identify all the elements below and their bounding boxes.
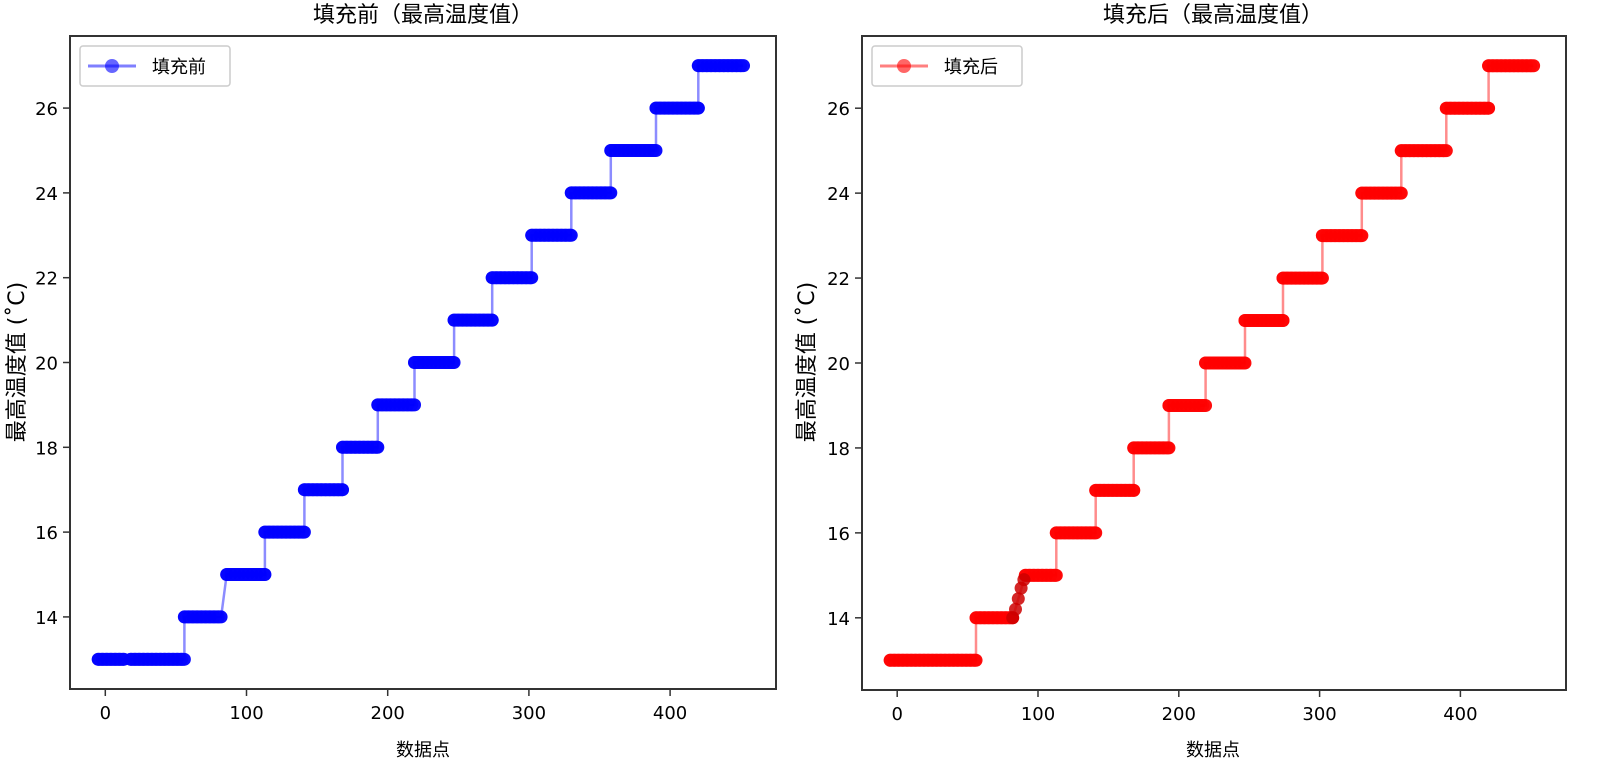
data-point <box>1237 356 1251 370</box>
x-tick-label: 100 <box>1021 704 1055 725</box>
data-point <box>1524 59 1538 73</box>
filled-data-point <box>1009 602 1022 616</box>
x-tick-label: 0 <box>891 704 902 725</box>
legend-marker <box>897 59 911 73</box>
y-axis-label: 最高温度值 (˚C) <box>5 282 30 443</box>
data-point <box>646 144 660 157</box>
y-tick-label: 16 <box>827 524 850 545</box>
series-marks <box>91 59 751 666</box>
chart-before-fill: 填充前（最高温度值） 0 100 200 300 400 14161820222426 … <box>5 3 777 761</box>
filled-data-point <box>1011 592 1025 606</box>
y-tick-label: 24 <box>827 184 850 205</box>
data-point <box>1127 483 1141 497</box>
data-point <box>175 652 188 666</box>
data-point <box>369 440 383 454</box>
legend-box <box>871 45 1023 87</box>
data-point <box>211 610 225 624</box>
y-tick-label: 26 <box>35 99 58 120</box>
legend-box <box>79 45 231 87</box>
chart-title: 填充后（最高温度值） <box>1103 3 1323 28</box>
y-axis: 14 16 18 20 22 24 26 <box>35 99 70 629</box>
y-tick-label: 16 <box>35 523 58 544</box>
data-point <box>602 186 616 200</box>
legend-label: 填充前 <box>152 57 206 78</box>
x-tick-label: 400 <box>653 703 687 724</box>
legend-label: 填充后 <box>944 57 998 78</box>
data-point <box>563 228 577 242</box>
legend: 填充后 <box>871 45 1023 87</box>
y-axis: 14 16 18 20 22 24 26 <box>827 99 862 630</box>
chart-title: 填充前（最高温度值） <box>313 3 533 28</box>
y-tick-label: 24 <box>35 184 58 205</box>
data-point <box>485 313 499 327</box>
data-point <box>1161 441 1174 455</box>
x-tick-label: 400 <box>1443 704 1477 725</box>
y-tick-label: 22 <box>827 269 850 290</box>
y-tick-label: 14 <box>35 608 58 629</box>
series-line <box>98 64 744 661</box>
legend-marker <box>105 59 119 73</box>
chart-after-fill: 填充后（最高温度值） 0 100 200 300 400 14161820222426 … <box>795 3 1567 761</box>
data-point <box>296 525 310 539</box>
y-tick-label: 20 <box>827 354 850 375</box>
x-axis: 0 100 200 300 400 <box>891 690 1478 725</box>
data-point <box>1482 101 1496 115</box>
x-tick-label: 300 <box>1302 704 1336 725</box>
x-tick-label: 300 <box>512 703 546 724</box>
data-point <box>968 653 982 667</box>
data-point <box>1087 526 1101 540</box>
x-tick-label: 100 <box>229 703 263 724</box>
data-point <box>1437 144 1450 158</box>
y-tick-label: 20 <box>35 354 58 375</box>
x-axis-label: 数据点 <box>396 740 450 761</box>
x-tick-label: 0 <box>100 703 111 724</box>
data-point <box>691 101 705 115</box>
y-tick-label: 14 <box>827 609 850 630</box>
data-point <box>258 568 272 581</box>
legend: 填充前 <box>79 45 231 87</box>
x-tick-label: 200 <box>371 703 405 724</box>
data-point <box>336 483 349 497</box>
data-point <box>734 59 748 73</box>
y-tick-label: 18 <box>827 439 850 460</box>
x-axis: 0 100 200 300 400 <box>100 689 687 724</box>
data-point <box>1048 568 1062 582</box>
y-tick-label: 26 <box>827 99 850 120</box>
y-tick-label: 18 <box>35 438 58 459</box>
data-point <box>405 398 419 412</box>
y-axis-label: 最高温度值 (˚C) <box>795 282 820 443</box>
data-point <box>446 356 460 369</box>
data-point <box>1276 314 1290 327</box>
data-point <box>1353 229 1367 243</box>
y-tick-label: 22 <box>35 269 58 290</box>
x-tick-label: 200 <box>1162 704 1196 725</box>
x-axis-label: 数据点 <box>1186 740 1240 761</box>
data-point <box>523 271 537 285</box>
series-marks <box>883 59 1541 667</box>
data-point <box>1196 399 1210 412</box>
data-point <box>1314 271 1328 285</box>
filled-data-point <box>1017 573 1031 587</box>
data-point <box>1393 186 1407 200</box>
